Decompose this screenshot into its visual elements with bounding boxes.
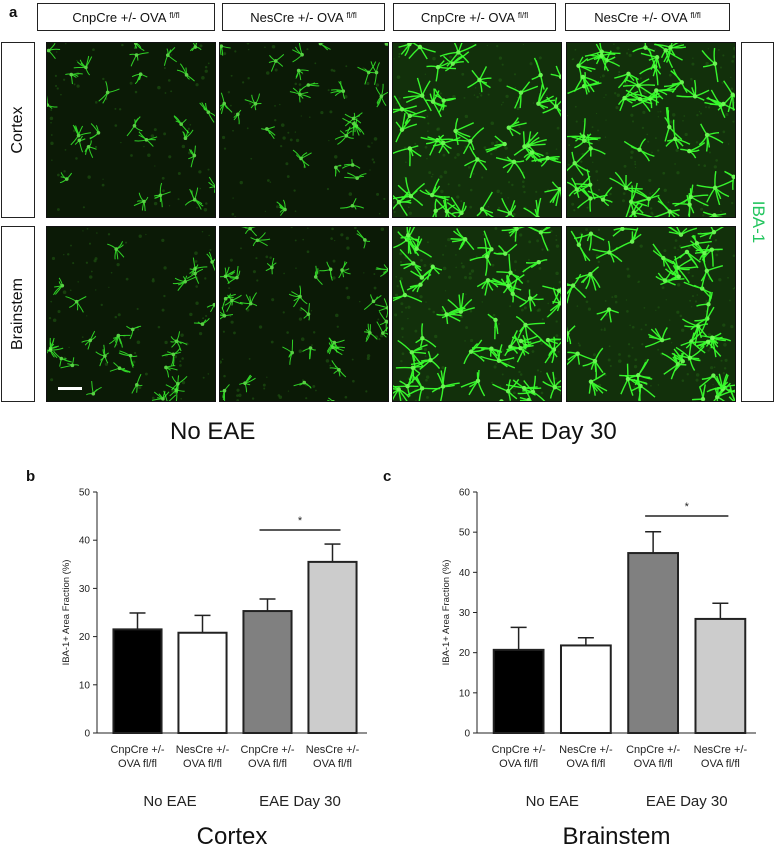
column-label-2-sup: fl/fl <box>346 10 357 20</box>
y-tick-label: 40 <box>459 568 471 579</box>
x-tick-label: OVA fl/fl <box>634 758 673 770</box>
significance-label: * <box>685 501 690 513</box>
row-label-cortex-text: Cortex <box>9 106 26 154</box>
x-tick-label: NesCre +/- <box>559 744 613 756</box>
chart-cortex: 0 10 20 30 40 50 IBA-1+ Area Fraction (%) CnpCr… <box>61 488 367 850</box>
chart-title: Cortex <box>197 823 268 850</box>
column-label-3-text: CnpCre +/- OVA <box>420 9 515 25</box>
chart-title: Brainstem <box>562 823 670 850</box>
column-label-4-sup: fl/fl <box>690 10 701 20</box>
x-tick-label: NesCre +/- <box>306 744 360 756</box>
chart-brainstem: 0 10 20 30 40 50 60 IBA-1+ Area Fraction (%) Cnp… <box>441 488 756 850</box>
bar <box>177 631 228 734</box>
bar <box>307 560 358 734</box>
y-tick-label: 50 <box>79 488 91 499</box>
stain-label-text: IBA-1 <box>748 200 768 244</box>
column-label-1-sup: fl/fl <box>169 10 180 20</box>
y-tick-label: 30 <box>459 608 471 619</box>
column-label-4-text: NesCre +/- OVA <box>594 9 688 25</box>
bar <box>694 617 747 734</box>
group-label: EAE Day 30 <box>646 793 728 810</box>
row-label-cortex: Cortex <box>1 42 35 218</box>
x-tick-label: OVA fl/fl <box>313 758 352 770</box>
caption-no-eae: No EAE <box>170 418 256 445</box>
group-label: No EAE <box>526 793 579 810</box>
y-tick-label: 40 <box>79 536 91 547</box>
caption-eae-day30: EAE Day 30 <box>486 418 617 445</box>
x-tick-label: CnpCre +/- <box>110 744 164 756</box>
column-label-1: CnpCre +/- OVA fl/fl <box>37 3 215 31</box>
panel-b-letter: b <box>26 468 36 485</box>
bar <box>112 628 163 734</box>
micrograph-cortex-2 <box>219 42 389 218</box>
y-tick-label: 0 <box>84 729 90 740</box>
stain-label: IBA-1 <box>741 42 774 402</box>
y-tick-label: 10 <box>459 688 471 699</box>
column-label-2: NesCre +/- OVA fl/fl <box>222 3 385 31</box>
row-label-brainstem: Brainstem <box>1 226 35 402</box>
group-label: EAE Day 30 <box>259 793 341 810</box>
column-label-1-text: CnpCre +/- OVA <box>72 9 167 25</box>
micrograph-cortex-4 <box>566 42 736 218</box>
panel-c-letter: c <box>383 468 392 485</box>
row-label-brainstem-text: Brainstem <box>9 277 26 351</box>
bar <box>492 648 545 734</box>
micrograph-brainstem-3 <box>392 226 562 402</box>
y-tick-label: 10 <box>79 680 91 691</box>
y-tick-label: 20 <box>459 648 471 659</box>
y-tick-label: 30 <box>79 584 91 595</box>
y-tick-label: 20 <box>79 632 91 643</box>
x-tick-label: OVA fl/fl <box>183 758 222 770</box>
significance-label: * <box>298 515 303 527</box>
column-label-3-sup: fl/fl <box>517 10 529 20</box>
micrograph-brainstem-1 <box>46 226 216 402</box>
x-tick-label: OVA fl/fl <box>566 758 605 770</box>
x-tick-label: CnpCre +/- <box>492 744 546 756</box>
bar <box>627 552 680 735</box>
x-tick-label: OVA fl/fl <box>499 758 538 770</box>
x-tick-label: NesCre +/- <box>694 744 748 756</box>
x-tick-label: CnpCre +/- <box>240 744 294 756</box>
y-axis-label: IBA-1+ Area Fraction (%) <box>61 560 72 666</box>
y-tick-label: 0 <box>464 729 470 740</box>
x-tick-label: NesCre +/- <box>176 744 230 756</box>
x-tick-label: CnpCre +/- <box>626 744 680 756</box>
micrograph-brainstem-2 <box>219 226 389 402</box>
column-label-4: NesCre +/- OVA fl/fl <box>565 3 730 31</box>
scale-bar <box>58 387 82 390</box>
x-tick-label: OVA fl/fl <box>701 758 740 770</box>
y-tick-label: 50 <box>459 528 471 539</box>
column-label-2-text: NesCre +/- OVA <box>250 9 344 25</box>
bar <box>242 610 293 734</box>
y-tick-label: 60 <box>459 488 471 499</box>
micrograph-brainstem-4 <box>566 226 736 402</box>
bar <box>559 644 612 734</box>
column-label-3: CnpCre +/- OVA fl/fl <box>393 3 556 31</box>
micrograph-cortex-3 <box>392 42 562 218</box>
y-axis-label: IBA-1+ Area Fraction (%) <box>441 560 452 666</box>
x-tick-label: OVA fl/fl <box>118 758 157 770</box>
micrograph-cortex-1 <box>46 42 216 218</box>
x-tick-label: OVA fl/fl <box>248 758 287 770</box>
panel-a-letter: a <box>9 4 18 21</box>
group-label: No EAE <box>143 793 196 810</box>
